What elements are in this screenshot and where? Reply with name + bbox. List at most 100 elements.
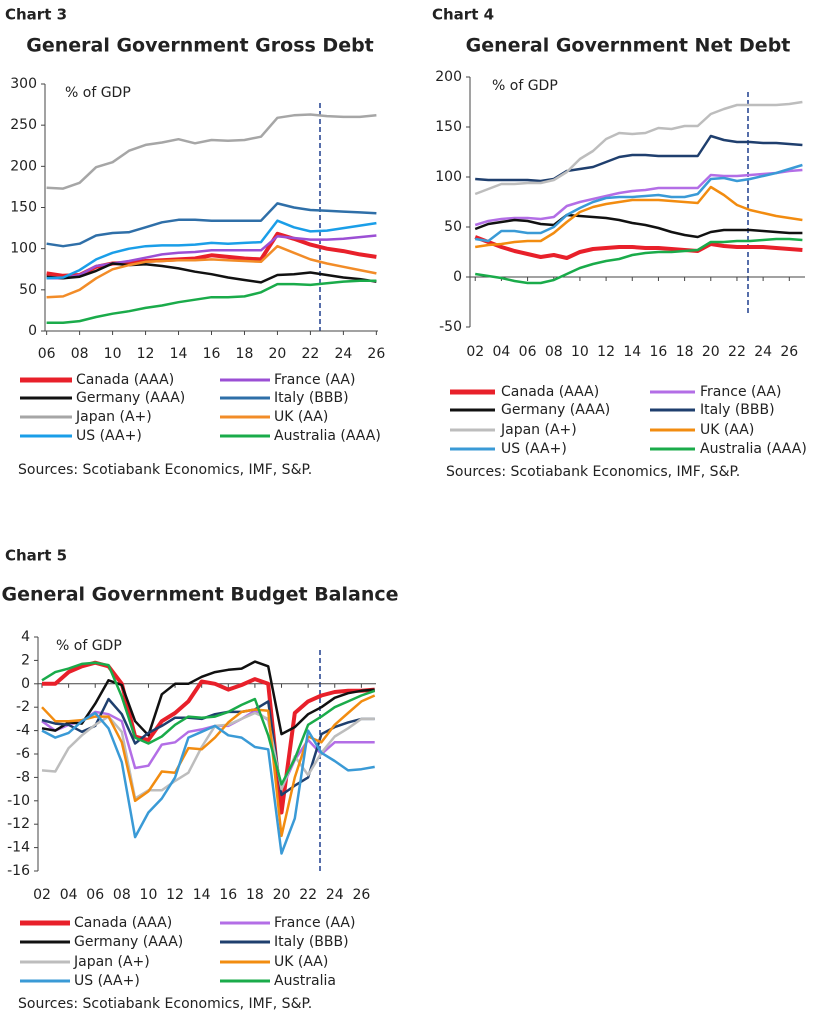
legend-label: Australia: [274, 973, 336, 989]
x-tick-label: 18: [246, 887, 264, 903]
x-tick-label: 16: [219, 887, 237, 903]
y-tick-label: -6: [16, 746, 30, 762]
x-tick-label: 20: [702, 344, 720, 360]
legend-label: Italy (BBB): [274, 390, 349, 406]
series-line: [475, 237, 803, 285]
x-tick-label: 16: [203, 346, 221, 362]
series-line: [41, 661, 376, 786]
legend-label: UK (AA): [700, 422, 754, 438]
x-tick-label: 14: [623, 344, 641, 360]
y-tick-label: -8: [16, 769, 30, 785]
series-line: [474, 235, 803, 260]
x-tick-label: 26: [352, 887, 370, 903]
x-tick-label: 20: [269, 346, 287, 362]
legend-label: Australia (AAA): [274, 428, 381, 444]
x-tick-label: 04: [492, 344, 510, 360]
legend-label: Japan (A+): [500, 422, 577, 438]
legend-label: Germany (AAA): [501, 402, 610, 418]
series-line: [46, 244, 377, 299]
x-tick-label: 12: [597, 344, 615, 360]
y-tick-label: 0: [21, 676, 30, 692]
legend-label: Germany (AAA): [74, 934, 183, 950]
y-tick-label: 2: [21, 652, 30, 668]
x-tick-label: 12: [166, 887, 184, 903]
legend-label: US (AA+): [74, 973, 140, 989]
chart-label: Chart 4: [432, 6, 494, 24]
x-tick-label: 24: [334, 346, 352, 362]
x-tick-label: 18: [676, 344, 694, 360]
y-tick-label: 150: [435, 119, 462, 135]
y-tick-label: -50: [439, 319, 462, 335]
source-note: Sources: Scotiabank Economics, IMF, S&P.: [18, 462, 312, 478]
series-line: [475, 134, 803, 183]
x-tick-label: 12: [137, 346, 155, 362]
series-line: [46, 219, 377, 280]
x-tick-label: 02: [466, 344, 484, 360]
y-tick-label: 0: [28, 323, 37, 339]
x-tick-label: 04: [60, 887, 78, 903]
x-tick-label: 08: [71, 346, 89, 362]
legend-label: Australia (AAA): [700, 441, 807, 457]
series-line: [475, 163, 803, 243]
x-tick-label: 10: [104, 346, 122, 362]
x-tick-label: 16: [650, 344, 668, 360]
series-line: [46, 262, 377, 284]
x-tick-label: 10: [140, 887, 158, 903]
legend-label: Italy (BBB): [700, 402, 775, 418]
legend-label: Germany (AAA): [76, 390, 185, 406]
legend-label: US (AA+): [76, 428, 142, 444]
chart-title: General Government Budget Balance: [1, 584, 398, 606]
x-tick-label: 24: [754, 344, 772, 360]
x-tick-label: 06: [86, 887, 104, 903]
series-line: [46, 279, 377, 325]
y-tick-label: -14: [7, 840, 30, 856]
legend-label: France (AA): [274, 372, 355, 388]
y-tick-label: 200: [435, 69, 462, 85]
y-tick-label: 50: [19, 282, 37, 298]
x-tick-label: 24: [326, 887, 344, 903]
y-tick-label: 0: [453, 269, 462, 285]
legend-label: France (AA): [274, 915, 355, 931]
y-tick-label: 4: [21, 629, 30, 645]
axis-label: % of GDP: [492, 78, 558, 94]
x-tick-label: 20: [273, 887, 291, 903]
series-line: [475, 185, 803, 249]
series-line: [474, 168, 803, 227]
legend-label: Canada (AAA): [74, 915, 172, 931]
series-line: [46, 202, 377, 248]
chart-title: General Government Net Debt: [466, 35, 791, 57]
x-tick-label: 10: [571, 344, 589, 360]
x-tick-label: 26: [367, 346, 385, 362]
legend-label: Japan (A+): [75, 409, 152, 425]
series-line: [46, 234, 377, 280]
x-tick-label: 18: [236, 346, 254, 362]
x-tick-label: 06: [519, 344, 537, 360]
x-tick-label: 26: [780, 344, 798, 360]
y-tick-label: 50: [444, 219, 462, 235]
legend-label: France (AA): [700, 384, 781, 400]
y-tick-label: -4: [16, 723, 30, 739]
x-tick-label: 08: [113, 887, 131, 903]
series-line: [41, 660, 375, 737]
legend-label: UK (AA): [274, 954, 328, 970]
axis-label: % of GDP: [65, 85, 131, 101]
legend-label: Canada (AAA): [76, 372, 174, 388]
chart-label: Chart 5: [5, 547, 67, 565]
legend-label: UK (AA): [274, 409, 328, 425]
series-line: [41, 711, 375, 855]
source-note: Sources: Scotiabank Economics, IMF, S&P.: [18, 996, 312, 1012]
x-tick-label: 22: [299, 887, 317, 903]
x-tick-label: 08: [545, 344, 563, 360]
y-tick-label: -16: [7, 863, 30, 879]
y-tick-label: 150: [10, 200, 37, 216]
x-tick-label: 02: [33, 887, 51, 903]
y-tick-label: 250: [10, 117, 37, 133]
series-line: [46, 113, 377, 190]
y-tick-label: 100: [10, 241, 37, 257]
legend-label: Japan (A+): [73, 954, 150, 970]
x-tick-label: 14: [193, 887, 211, 903]
y-tick-label: 200: [10, 158, 37, 174]
y-tick-label: -10: [7, 793, 30, 809]
y-tick-label: -12: [7, 816, 30, 832]
chart-label: Chart 3: [5, 6, 67, 24]
